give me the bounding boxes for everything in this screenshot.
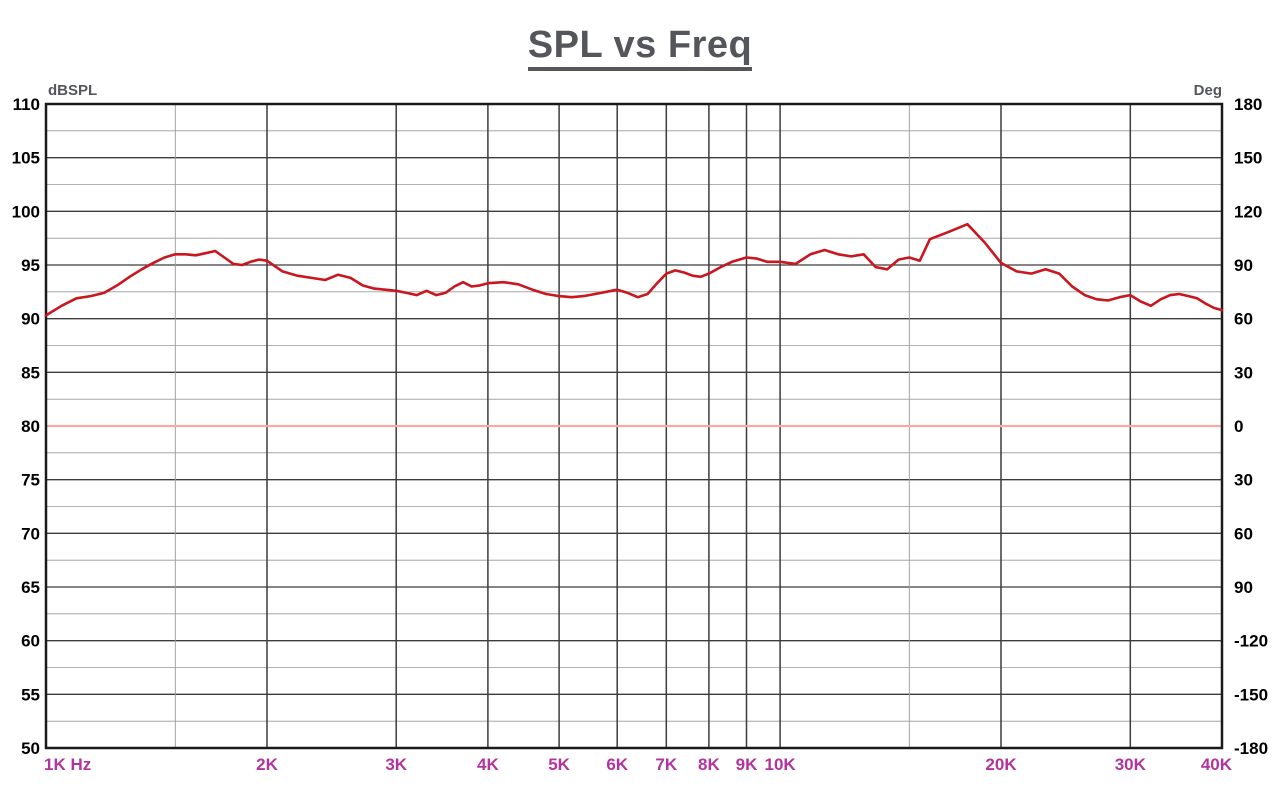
right-axis-tick-label: 60 bbox=[1234, 524, 1253, 543]
left-axis-tick-label: 50 bbox=[21, 739, 40, 758]
left-axis-tick-label: 60 bbox=[21, 632, 40, 651]
x-axis-tick-label: 20K bbox=[985, 755, 1017, 774]
x-axis-tick-label: 7K bbox=[655, 755, 677, 774]
left-axis-tick-label: 105 bbox=[12, 149, 40, 168]
x-axis-tick-label: 40K bbox=[1201, 755, 1233, 774]
right-axis-tick-label: 120 bbox=[1234, 202, 1262, 221]
spl-curve bbox=[44, 222, 1224, 317]
x-axis-tick-label: 6K bbox=[606, 755, 628, 774]
right-axis-tick-label: 150 bbox=[1234, 149, 1262, 168]
left-axis-tick-label: 110 bbox=[13, 95, 40, 114]
x-axis-tick-label: 3K bbox=[385, 755, 407, 774]
left-axis-tick-label: 80 bbox=[21, 417, 40, 436]
left-axis-tick-label: 100 bbox=[12, 202, 40, 221]
x-axis-tick-label: 2K bbox=[256, 755, 278, 774]
x-axis-tick-label: 5K bbox=[548, 755, 570, 774]
left-axis-tick-label: 90 bbox=[21, 310, 40, 329]
x-axis-tick-label: 4K bbox=[477, 755, 499, 774]
plot-frame bbox=[44, 102, 1224, 750]
right-axis-tick-label: 60 bbox=[1234, 310, 1253, 329]
chart-header: SPL vs Freq bbox=[0, 25, 1280, 71]
left-axis-unit-label: dBSPL bbox=[48, 82, 98, 99]
left-axis-tick-label: 75 bbox=[21, 471, 40, 490]
right-axis-tick-label: -120 bbox=[1234, 632, 1268, 651]
left-axis-tick-label: 95 bbox=[21, 256, 40, 275]
left-axis-tick-label: 70 bbox=[21, 524, 40, 543]
x-axis-tick-label: 9K bbox=[736, 755, 758, 774]
right-axis-tick-label: 180 bbox=[1234, 95, 1262, 114]
right-axis-tick-label: 30 bbox=[1234, 363, 1253, 382]
right-axis-tick-label: -180 bbox=[1234, 739, 1268, 758]
right-axis-tick-label: -150 bbox=[1234, 685, 1268, 704]
right-axis-tick-label: 90 bbox=[1234, 256, 1253, 275]
left-axis-tick-label: 55 bbox=[21, 685, 40, 704]
x-axis-tick-label: 30K bbox=[1115, 755, 1147, 774]
x-axis-tick-label: 1K Hz bbox=[44, 755, 91, 774]
right-axis-tick-label: 30 bbox=[1234, 471, 1253, 490]
right-axis-unit-label: Deg bbox=[1193, 82, 1222, 99]
right-axis-tick-label: 90 bbox=[1234, 578, 1253, 597]
left-axis-tick-label: 65 bbox=[21, 578, 40, 597]
right-axis-tick-label: 0 bbox=[1234, 417, 1243, 436]
x-axis-tick-label: 8K bbox=[698, 755, 720, 774]
left-axis-tick-label: 85 bbox=[21, 363, 40, 382]
x-axis-tick-label: 10K bbox=[765, 755, 797, 774]
chart-title: SPL vs Freq bbox=[527, 25, 753, 71]
